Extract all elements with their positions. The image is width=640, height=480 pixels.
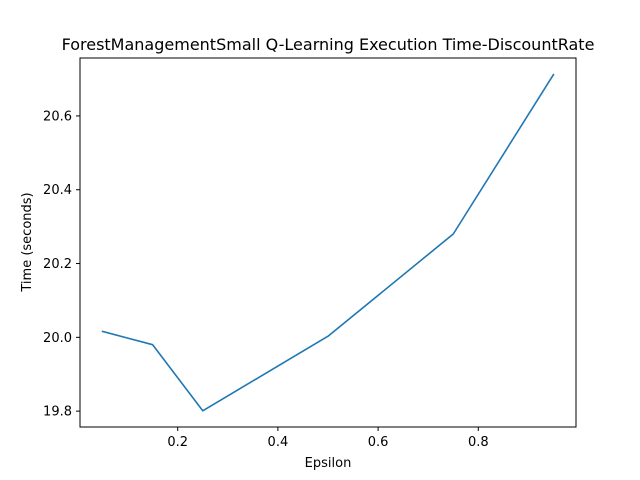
x-axis: 0.2 0.4 0.6 0.8 bbox=[167, 427, 489, 450]
x-axis-label: Epsilon bbox=[305, 456, 352, 471]
chart-title: ForestManagementSmall Q-Learning Executi… bbox=[62, 35, 595, 54]
y-axis: 19.8 20.0 20.2 20.4 20.6 bbox=[43, 109, 80, 420]
series-line-0 bbox=[101, 73, 555, 412]
plot-frame bbox=[79, 57, 577, 428]
y-axis-label: Time (seconds) bbox=[20, 192, 35, 292]
plot-area bbox=[79, 57, 577, 428]
y-tick-label: 20.2 bbox=[43, 257, 72, 272]
y-tick-label: 20.6 bbox=[43, 109, 72, 124]
y-tick-label: 20.4 bbox=[43, 183, 72, 198]
y-tick-label: 19.8 bbox=[43, 405, 72, 420]
x-tick-label: 0.4 bbox=[268, 435, 289, 450]
y-tick-label: 20.0 bbox=[43, 331, 72, 346]
x-tick-label: 0.2 bbox=[167, 435, 188, 450]
series-layer bbox=[101, 73, 555, 412]
x-tick-label: 0.8 bbox=[468, 435, 489, 450]
x-tick-label: 0.6 bbox=[368, 435, 389, 450]
